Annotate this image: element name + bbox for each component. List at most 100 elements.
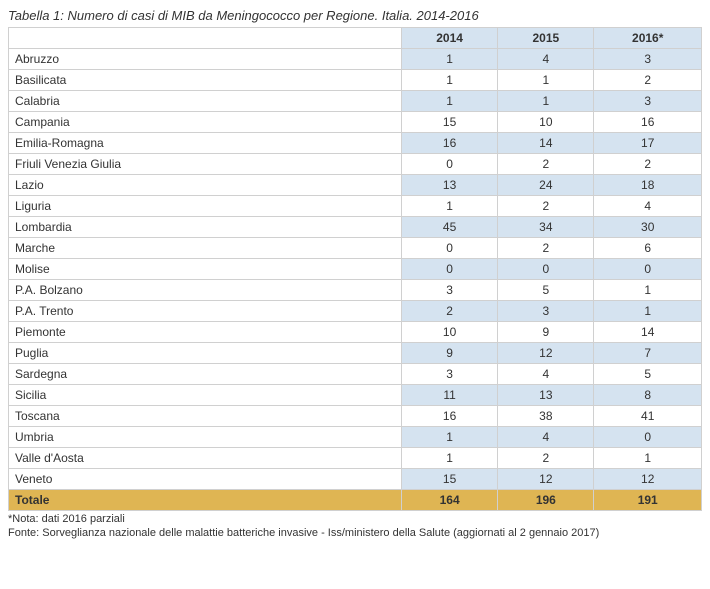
value-cell: 6 xyxy=(594,238,702,259)
region-cell: Puglia xyxy=(9,343,402,364)
table-row: Abruzzo143 xyxy=(9,49,702,70)
table-row: Marche026 xyxy=(9,238,702,259)
table-row: Sicilia11138 xyxy=(9,385,702,406)
region-cell: Basilicata xyxy=(9,70,402,91)
table-row: Friuli Venezia Giulia022 xyxy=(9,154,702,175)
value-cell: 2 xyxy=(594,154,702,175)
table-row: P.A. Bolzano351 xyxy=(9,280,702,301)
value-cell: 12 xyxy=(498,343,594,364)
value-cell: 0 xyxy=(402,154,498,175)
header-col-2015: 2015 xyxy=(498,28,594,49)
value-cell: 34 xyxy=(498,217,594,238)
value-cell: 3 xyxy=(402,280,498,301)
value-cell: 1 xyxy=(594,280,702,301)
value-cell: 2 xyxy=(402,301,498,322)
table-row: Piemonte10914 xyxy=(9,322,702,343)
region-cell: Emilia-Romagna xyxy=(9,133,402,154)
region-cell: Toscana xyxy=(9,406,402,427)
region-cell: Abruzzo xyxy=(9,49,402,70)
region-cell: Valle d'Aosta xyxy=(9,448,402,469)
region-cell: Friuli Venezia Giulia xyxy=(9,154,402,175)
total-label: Totale xyxy=(9,490,402,511)
value-cell: 16 xyxy=(402,133,498,154)
value-cell: 4 xyxy=(594,196,702,217)
value-cell: 1 xyxy=(594,301,702,322)
value-cell: 1 xyxy=(402,91,498,112)
value-cell: 0 xyxy=(594,259,702,280)
table-row: P.A. Trento231 xyxy=(9,301,702,322)
value-cell: 0 xyxy=(402,259,498,280)
table-row: Calabria113 xyxy=(9,91,702,112)
value-cell: 13 xyxy=(498,385,594,406)
table-row: Liguria124 xyxy=(9,196,702,217)
value-cell: 5 xyxy=(498,280,594,301)
region-cell: Umbria xyxy=(9,427,402,448)
total-value-cell: 191 xyxy=(594,490,702,511)
value-cell: 30 xyxy=(594,217,702,238)
total-row: Totale164196191 xyxy=(9,490,702,511)
value-cell: 12 xyxy=(594,469,702,490)
value-cell: 14 xyxy=(498,133,594,154)
value-cell: 15 xyxy=(402,112,498,133)
value-cell: 3 xyxy=(402,364,498,385)
value-cell: 1 xyxy=(402,448,498,469)
value-cell: 2 xyxy=(498,154,594,175)
value-cell: 2 xyxy=(498,238,594,259)
region-cell: Calabria xyxy=(9,91,402,112)
table-row: Sardegna345 xyxy=(9,364,702,385)
value-cell: 1 xyxy=(498,70,594,91)
table-row: Puglia9127 xyxy=(9,343,702,364)
table-row: Basilicata112 xyxy=(9,70,702,91)
value-cell: 41 xyxy=(594,406,702,427)
value-cell: 8 xyxy=(594,385,702,406)
table-title: Tabella 1: Numero di casi di MIB da Meni… xyxy=(8,8,702,23)
value-cell: 0 xyxy=(402,238,498,259)
table-row: Molise000 xyxy=(9,259,702,280)
table-row: Umbria140 xyxy=(9,427,702,448)
region-cell: Marche xyxy=(9,238,402,259)
value-cell: 24 xyxy=(498,175,594,196)
table-row: Lazio132418 xyxy=(9,175,702,196)
value-cell: 13 xyxy=(402,175,498,196)
table-row: Veneto151212 xyxy=(9,469,702,490)
value-cell: 10 xyxy=(402,322,498,343)
value-cell: 9 xyxy=(402,343,498,364)
region-cell: Veneto xyxy=(9,469,402,490)
value-cell: 4 xyxy=(498,364,594,385)
region-cell: Liguria xyxy=(9,196,402,217)
table-row: Valle d'Aosta121 xyxy=(9,448,702,469)
value-cell: 7 xyxy=(594,343,702,364)
table-row: Emilia-Romagna161417 xyxy=(9,133,702,154)
table-row: Toscana163841 xyxy=(9,406,702,427)
value-cell: 0 xyxy=(594,427,702,448)
value-cell: 2 xyxy=(498,196,594,217)
value-cell: 18 xyxy=(594,175,702,196)
header-col-2014: 2014 xyxy=(402,28,498,49)
header-corner-cell xyxy=(9,28,402,49)
region-cell: Lombardia xyxy=(9,217,402,238)
table-row: Campania151016 xyxy=(9,112,702,133)
total-value-cell: 196 xyxy=(498,490,594,511)
value-cell: 9 xyxy=(498,322,594,343)
value-cell: 3 xyxy=(498,301,594,322)
value-cell: 16 xyxy=(402,406,498,427)
table-header-row: 2014 2015 2016* xyxy=(9,28,702,49)
source-line: Fonte: Sorveglianza nazionale delle mala… xyxy=(8,527,702,539)
value-cell: 1 xyxy=(594,448,702,469)
total-value-cell: 164 xyxy=(402,490,498,511)
value-cell: 2 xyxy=(594,70,702,91)
value-cell: 1 xyxy=(402,70,498,91)
region-cell: P.A. Trento xyxy=(9,301,402,322)
region-cell: Sardegna xyxy=(9,364,402,385)
value-cell: 1 xyxy=(402,49,498,70)
value-cell: 38 xyxy=(498,406,594,427)
table-row: Lombardia453430 xyxy=(9,217,702,238)
value-cell: 14 xyxy=(594,322,702,343)
value-cell: 2 xyxy=(498,448,594,469)
value-cell: 10 xyxy=(498,112,594,133)
region-cell: Molise xyxy=(9,259,402,280)
footnote: *Nota: dati 2016 parziali xyxy=(8,513,702,525)
value-cell: 45 xyxy=(402,217,498,238)
value-cell: 1 xyxy=(498,91,594,112)
value-cell: 1 xyxy=(402,427,498,448)
